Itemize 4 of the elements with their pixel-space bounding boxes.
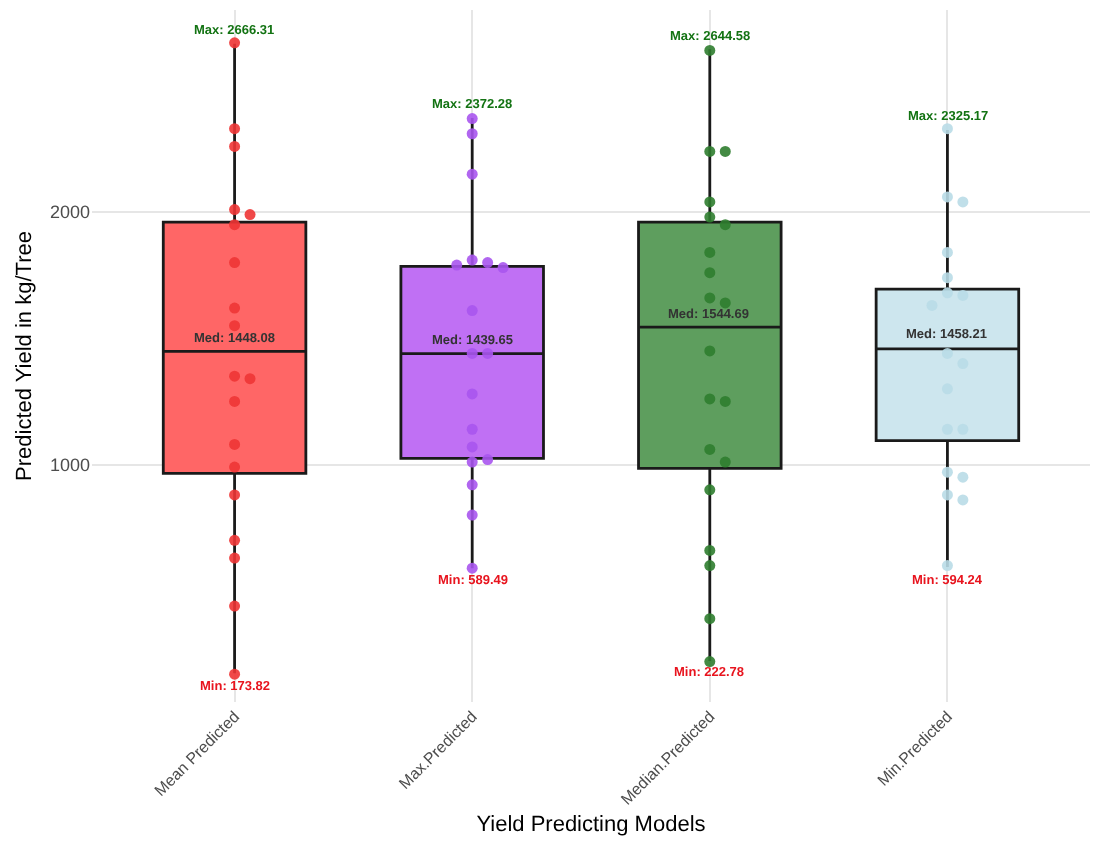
y-tick-label: 1000 (49, 454, 90, 475)
y-tick-label: 2000 (49, 202, 90, 223)
x-axis-title: Yield Predicting Models (476, 812, 707, 837)
y-axis-title: Predicted Yield in kg/Tree (13, 231, 38, 481)
